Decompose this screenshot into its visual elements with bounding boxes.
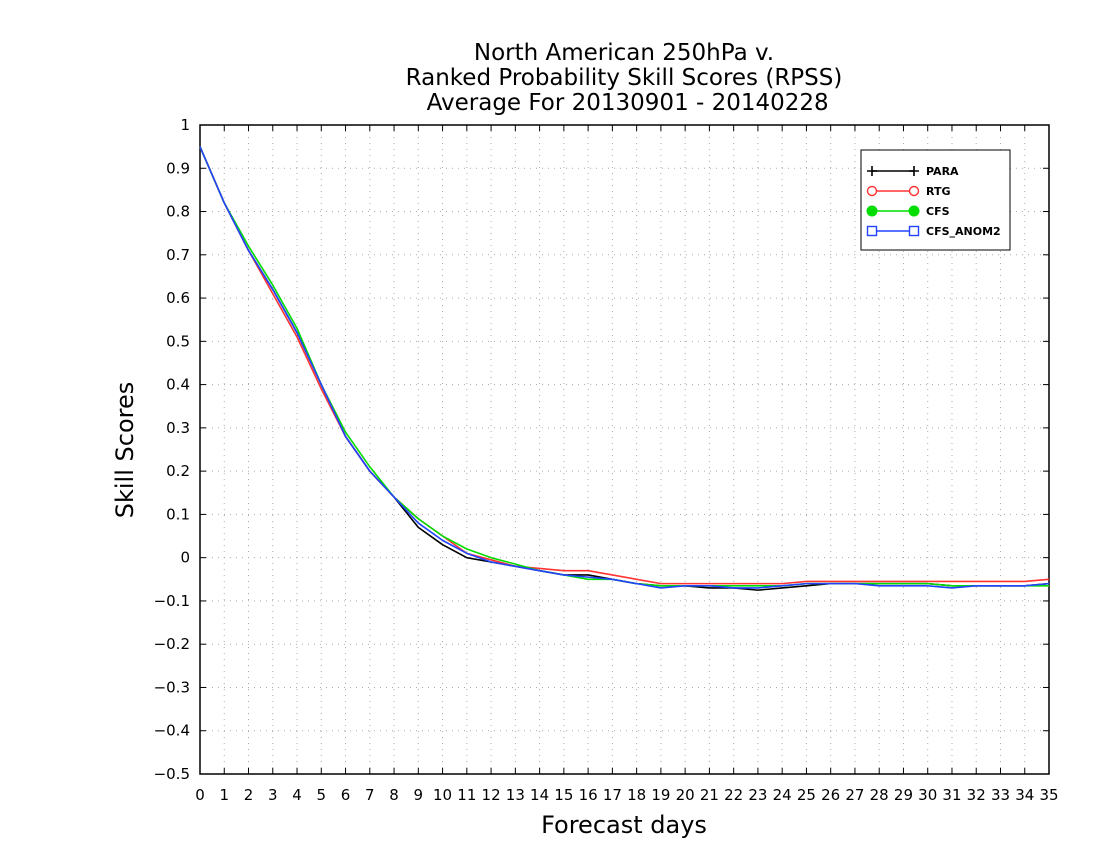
x-tick-label: 32 — [967, 786, 986, 804]
grid-lines — [200, 125, 1049, 774]
legend-label-para: PARA — [926, 165, 959, 178]
legend-marker-rtg — [908, 185, 920, 197]
x-tick-label: 16 — [579, 786, 598, 804]
x-tick-label: 2 — [244, 786, 254, 804]
y-axis-tick-labels: 1 0.9 0.8 0.7 0.6 0.5 0.4 0.3 0.2 0.1 0 −0.1 −0.2 −0.… — [154, 116, 190, 783]
x-tick-label: 22 — [724, 786, 743, 804]
x-tick-label: 13 — [506, 786, 525, 804]
chart-title: North American 250hPa v. Ranked Probabil… — [406, 40, 843, 116]
legend-marker-cfs-anom2 — [866, 225, 878, 237]
x-tick-label: 18 — [627, 786, 646, 804]
x-tick-label: 0 — [195, 786, 205, 804]
chart-title-line-1: North American 250hPa v. — [474, 40, 774, 66]
y-tick-label: 0.9 — [166, 159, 190, 177]
y-tick-label: −0.5 — [154, 765, 190, 783]
y-tick-label: 0.4 — [166, 376, 190, 394]
x-axis-tick-labels: 0 1 2 3 4 5 6 7 8 9 10 11 12 13 14 15 16 17 18 19 20 21 22 23 24… — [195, 786, 1058, 804]
legend: PARA RTG CFS CFS_ANOM2 — [860, 149, 1011, 251]
x-tick-label: 11 — [457, 786, 476, 804]
x-tick-label: 21 — [700, 786, 719, 804]
chart-title-line-2: Ranked Probability Skill Scores (RPSS) — [406, 65, 843, 91]
plot-area-frame — [199, 124, 1050, 775]
x-tick-label: 35 — [1039, 786, 1058, 804]
legend-marker-cfs — [908, 205, 920, 217]
x-tick-label: 14 — [530, 786, 549, 804]
x-tick-label: 33 — [991, 786, 1010, 804]
x-tick-label: 8 — [389, 786, 399, 804]
x-tick-label: 26 — [821, 786, 840, 804]
legend-label-cfs: CFS — [926, 205, 950, 218]
x-tick-label: 6 — [341, 786, 351, 804]
x-tick-label: 30 — [918, 786, 937, 804]
x-tick-label: 29 — [894, 786, 913, 804]
y-axis-label: Skill Scores — [111, 382, 139, 519]
legend-marker-para — [867, 166, 877, 176]
x-tick-label: 10 — [433, 786, 452, 804]
x-tick-label: 7 — [365, 786, 375, 804]
legend-label-cfs-anom2: CFS_ANOM2 — [926, 225, 1001, 238]
legend-box — [860, 149, 1011, 251]
x-tick-label: 34 — [1015, 786, 1034, 804]
y-tick-label: 0.8 — [166, 203, 190, 221]
legend-label-rtg: RTG — [926, 185, 951, 198]
legend-marker-para — [909, 166, 919, 176]
chart-title-line-3: Average For 20130901 - 20140228 — [419, 90, 828, 116]
x-tick-label: 28 — [870, 786, 889, 804]
x-tick-label: 17 — [603, 786, 622, 804]
y-tick-label: 0.7 — [166, 246, 190, 264]
x-tick-label: 9 — [414, 786, 424, 804]
y-tick-label: −0.1 — [154, 592, 190, 610]
x-tick-label: 31 — [942, 786, 961, 804]
y-tick-label: 0.1 — [166, 505, 190, 523]
x-tick-label: 25 — [797, 786, 816, 804]
y-tick-label: −0.2 — [154, 635, 190, 653]
y-tick-label: 0.6 — [166, 289, 190, 307]
x-tick-label: 24 — [773, 786, 792, 804]
x-tick-label: 4 — [292, 786, 302, 804]
x-tick-label: 3 — [268, 786, 278, 804]
y-tick-label: 0.2 — [166, 462, 190, 480]
y-tick-label: 0 — [180, 549, 190, 567]
x-tick-label: 1 — [219, 786, 229, 804]
legend-marker-cfs — [866, 205, 878, 217]
y-tick-label: 0.5 — [166, 332, 190, 350]
x-tick-label: 23 — [748, 786, 767, 804]
y-tick-label: 0.3 — [166, 419, 190, 437]
y-tick-label: −0.3 — [154, 678, 190, 696]
x-axis-label: Forecast days — [541, 811, 707, 839]
x-tick-label: 12 — [482, 786, 501, 804]
x-tick-label: 5 — [317, 786, 327, 804]
series-lines — [199, 146, 1050, 591]
y-tick-label: 1 — [180, 116, 190, 134]
x-tick-label: 19 — [651, 786, 670, 804]
x-tick-label: 27 — [845, 786, 864, 804]
legend-marker-rtg — [866, 185, 878, 197]
x-tick-label: 15 — [554, 786, 573, 804]
legend-marker-cfs-anom2 — [908, 225, 920, 237]
x-tick-label: 20 — [676, 786, 695, 804]
y-tick-label: −0.4 — [154, 722, 190, 740]
axis-ticks — [199, 124, 1050, 775]
series-line-cfs-anom2 — [199, 146, 1050, 589]
